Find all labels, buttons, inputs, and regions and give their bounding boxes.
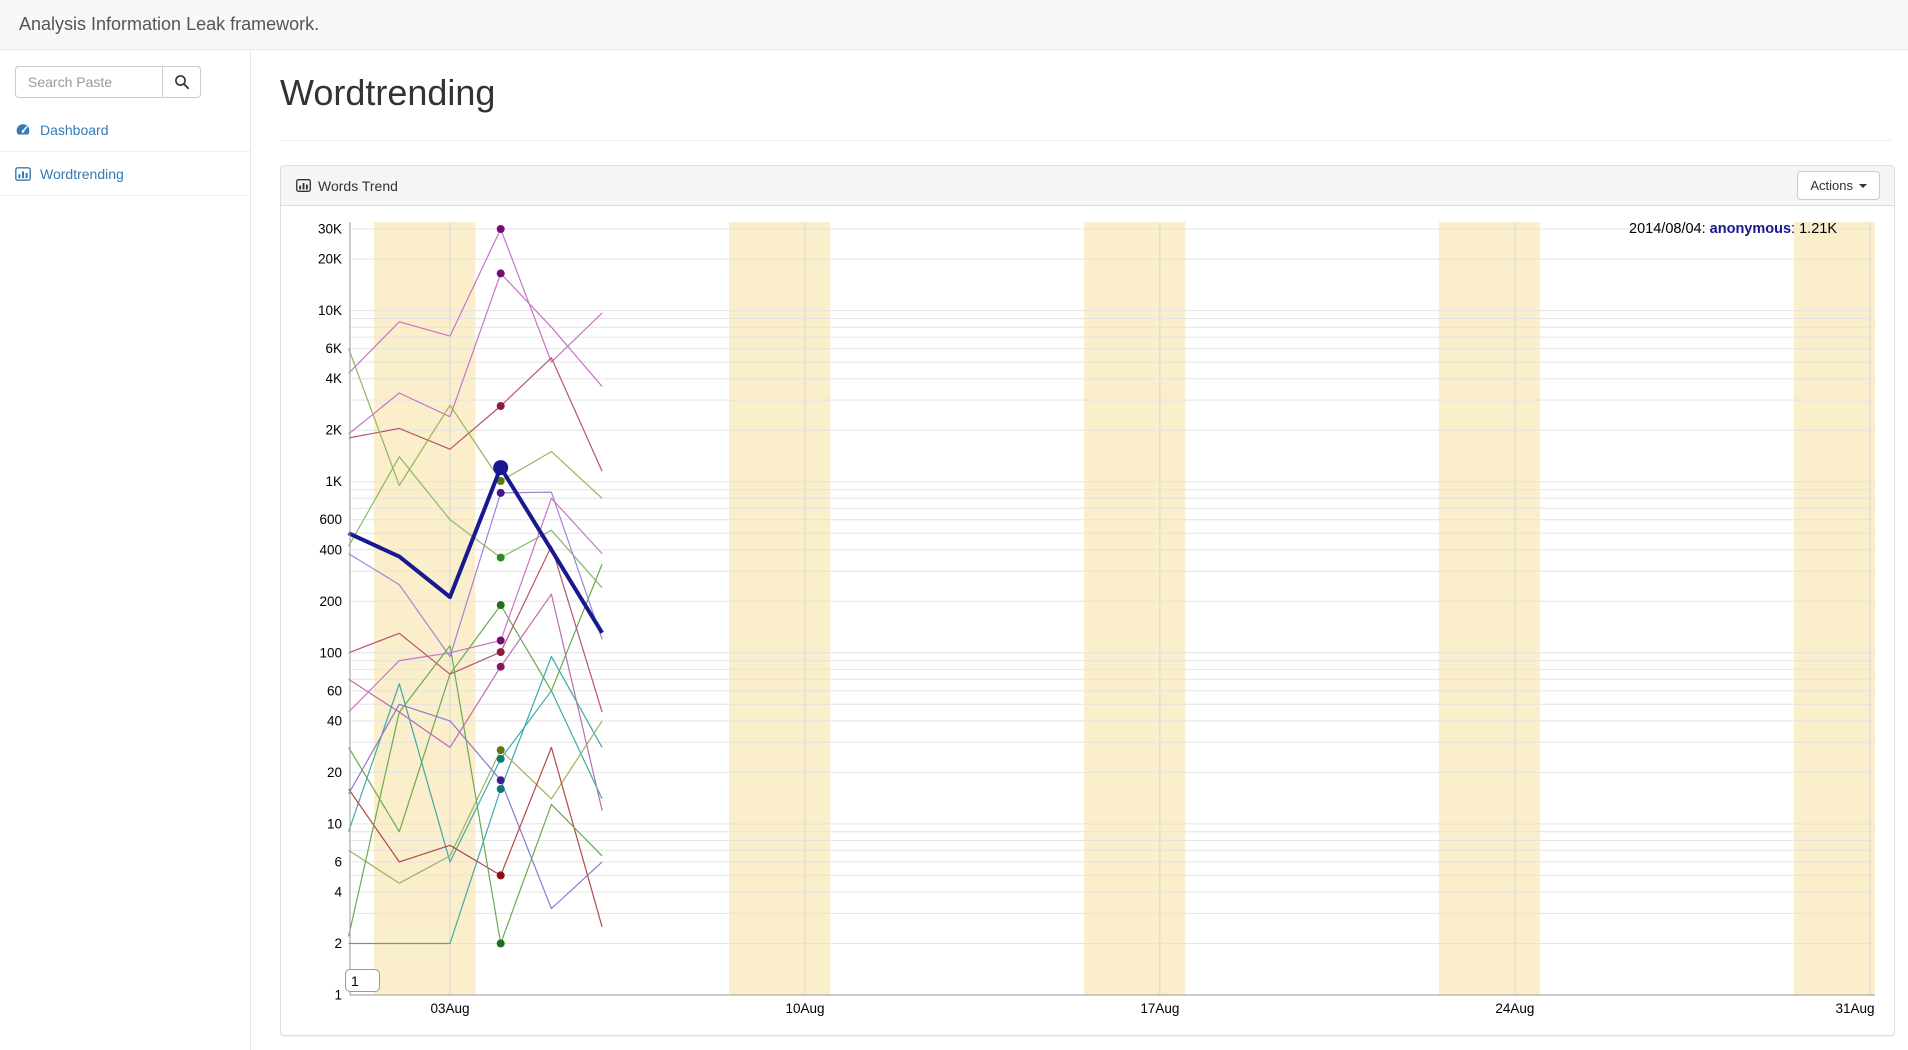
svg-text:03Aug: 03Aug (430, 1001, 469, 1016)
roll-period-input[interactable] (345, 969, 380, 992)
actions-dropdown-button[interactable]: Actions (1797, 171, 1880, 200)
svg-text:17Aug: 17Aug (1140, 1001, 1179, 1016)
words-trend-panel: Words Trend Actions 30K 20K 10K 6K 4K 2K 1K 600… (280, 165, 1895, 1036)
svg-text:1K: 1K (325, 474, 342, 489)
bar-chart-icon (296, 179, 311, 192)
svg-text:10K: 10K (318, 303, 342, 318)
actions-label: Actions (1810, 178, 1853, 193)
search-paste-group (15, 66, 201, 98)
page-header-rule (280, 140, 1891, 141)
svg-text:2K: 2K (325, 423, 342, 438)
words-trend-chart[interactable]: 30K 20K 10K 6K 4K 2K 1K 600 400 200 100 60 40 20 10 6 4 2… (281, 206, 1894, 1035)
svg-text:40: 40 (327, 713, 342, 728)
svg-text:100: 100 (319, 645, 342, 660)
main-content: Wordtrending Words Trend Actions 30K 20K 1… (252, 50, 1908, 1050)
page-title: Wordtrending (280, 72, 496, 113)
svg-text:20: 20 (327, 765, 342, 780)
svg-text:2014/08/04: anonymous: 1.21K: 2014/08/04: anonymous: 1.21K (1629, 221, 1837, 237)
svg-text:30K: 30K (318, 222, 342, 237)
bar-chart-icon (15, 166, 31, 181)
panel-heading: Words Trend Actions (281, 166, 1894, 206)
svg-text:600: 600 (319, 512, 342, 527)
app-title: Analysis Information Leak framework. (19, 14, 320, 34)
search-input[interactable] (15, 66, 162, 98)
svg-text:20K: 20K (318, 252, 342, 267)
sidebar-item-label: Wordtrending (40, 165, 124, 182)
panel-title: Words Trend (318, 177, 398, 194)
svg-text:400: 400 (319, 542, 342, 557)
sidebar-item-dashboard[interactable]: Dashboard (0, 108, 250, 152)
svg-text:1: 1 (334, 988, 342, 1003)
svg-text:24Aug: 24Aug (1495, 1001, 1534, 1016)
svg-text:6K: 6K (325, 341, 342, 356)
sidebar: Dashboard Wordtrending (0, 50, 251, 1050)
svg-text:6: 6 (334, 854, 342, 869)
svg-text:4: 4 (334, 885, 342, 900)
svg-text:4K: 4K (325, 371, 342, 386)
sidebar-item-wordtrending[interactable]: Wordtrending (0, 152, 250, 196)
svg-text:2: 2 (334, 936, 342, 951)
search-button[interactable] (162, 66, 201, 98)
svg-text:31Aug: 31Aug (1835, 1001, 1874, 1016)
svg-text:60: 60 (327, 683, 342, 698)
top-navbar: Analysis Information Leak framework. (0, 0, 1908, 50)
sidebar-item-label: Dashboard (40, 121, 109, 138)
sidebar-nav: Dashboard Wordtrending (0, 108, 250, 196)
svg-text:10: 10 (327, 816, 342, 831)
dashboard-gauge-icon (16, 123, 30, 134)
chevron-down-icon (1859, 184, 1867, 188)
svg-text:10Aug: 10Aug (785, 1001, 824, 1016)
panel-body: 30K 20K 10K 6K 4K 2K 1K 600 400 200 100 60 40 20 10 6 4 2… (281, 206, 1894, 1035)
search-icon (174, 75, 189, 90)
svg-text:200: 200 (319, 594, 342, 609)
